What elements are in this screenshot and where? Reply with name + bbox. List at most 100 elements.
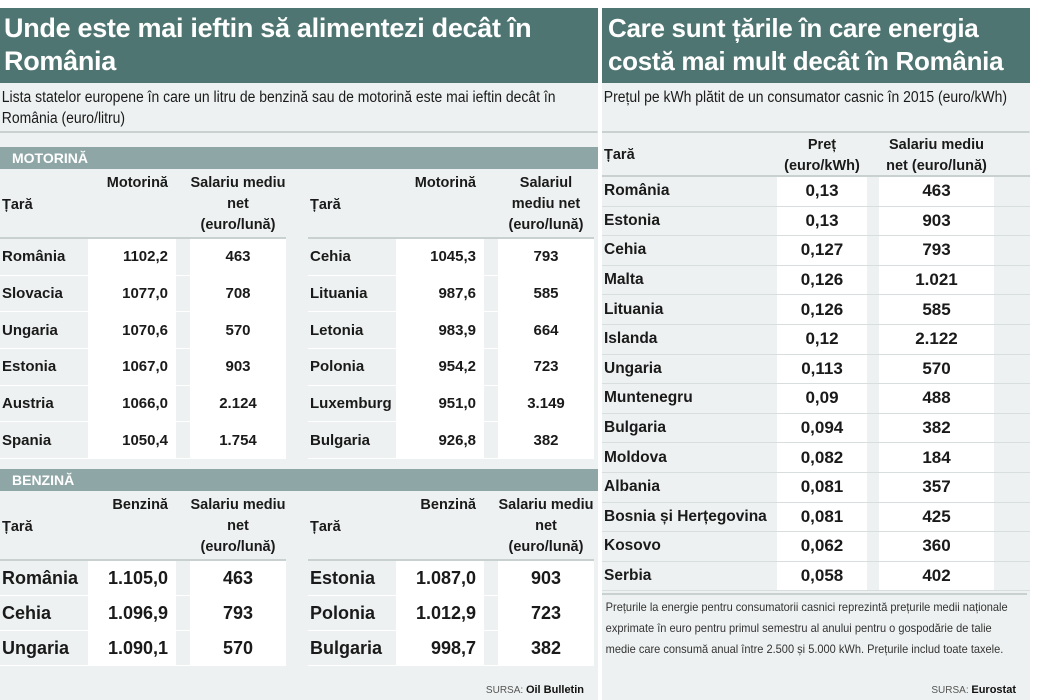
- energy-table: Țară Preț (euro/kWh) Salariu mediu net (eu…: [602, 133, 1030, 592]
- country-cell: Bulgaria: [604, 419, 667, 437]
- country-cell: Slovacia: [2, 285, 63, 303]
- price-cell: 0,058: [777, 561, 867, 591]
- country-cell: România: [604, 182, 670, 200]
- table-row: Ungaria 1.090,1 570: [0, 631, 286, 667]
- price-cell: 0,13: [777, 206, 867, 236]
- column-header: Țară: [604, 146, 635, 163]
- salary-cell: 184: [879, 443, 994, 472]
- salary-cell: 463: [879, 177, 994, 206]
- country-cell: Lituania: [604, 300, 664, 318]
- table-row: Spania 1050,4 1.754: [0, 422, 286, 460]
- country-cell: Cehia: [310, 248, 351, 266]
- salary-cell: 360: [879, 532, 994, 561]
- country-cell: Ungaria: [2, 637, 70, 658]
- data-table: Țară Benzină Salariu mediu net (euro/lună)…: [308, 491, 594, 667]
- price-cell: 1067,0: [88, 349, 176, 385]
- salary-cell: 723: [498, 349, 594, 385]
- price-cell: 1077,0: [88, 275, 176, 312]
- table-row: Bulgaria 0,094 382: [602, 413, 1030, 444]
- table-row: Ungaria 1070,6 570: [0, 312, 286, 350]
- table-row: Luxemburg 951,0 3.149: [308, 385, 594, 423]
- country-cell: Cehia: [604, 241, 647, 259]
- table-row: Bulgaria 926,8 382: [308, 422, 594, 460]
- price-cell: 998,7: [396, 631, 484, 666]
- price-cell: 1050,4: [88, 422, 176, 459]
- table-row: Lituania 0,126 585: [602, 295, 1030, 325]
- salary-cell: 2.122: [879, 324, 994, 354]
- source-label: SURSA:: [485, 685, 524, 696]
- country-cell: Estonia: [310, 567, 376, 588]
- country-cell: Ungaria: [604, 359, 662, 377]
- price-cell: 1.096,9: [88, 596, 176, 631]
- salary-cell: 425: [879, 502, 994, 532]
- energy-source: SURSA: Eurostat: [931, 684, 1016, 696]
- fuel-price-panel: Unde este mai ieftin să alimentezi decât…: [0, 8, 598, 700]
- salary-cell: 357: [879, 472, 994, 502]
- table-row: Estonia 1.087,0 903: [308, 561, 594, 597]
- price-cell: 0,094: [777, 413, 867, 443]
- table-row: Cehia 1045,3 793: [308, 239, 594, 276]
- country-cell: Malta: [604, 271, 644, 289]
- salary-cell: 382: [498, 631, 594, 666]
- table-row: Albania 0,081 357: [602, 472, 1030, 503]
- country-cell: Spania: [2, 431, 52, 449]
- salary-cell: 585: [879, 295, 994, 324]
- salary-cell: 2.124: [190, 385, 286, 422]
- price-cell: 0,09: [777, 384, 867, 413]
- table-header: Țară Motorină Salariul mediu net (euro/lun…: [308, 169, 594, 239]
- column-header: Salariu mediu net (euro/lună): [498, 497, 594, 556]
- energy-note: Prețurile la energie pentru consumatorii…: [602, 593, 1028, 662]
- country-cell: Serbia: [604, 567, 652, 585]
- table-header: Țară Benzină Salariu mediu net (euro/lună): [308, 491, 594, 562]
- country-cell: Bosnia și Herțegovina: [604, 507, 767, 525]
- country-cell: România: [2, 248, 66, 266]
- fuel-source: SURSA: Oil Bulletin: [486, 684, 584, 696]
- benzina-band: BENZINĂ: [0, 469, 598, 492]
- price-cell: 987,6: [396, 275, 484, 312]
- salary-cell: 3.149: [498, 385, 594, 422]
- salary-cell: 793: [190, 596, 286, 631]
- country-cell: Bulgaria: [310, 431, 371, 449]
- salary-cell: 664: [498, 312, 594, 349]
- country-cell: Islanda: [604, 330, 658, 348]
- price-cell: 1045,3: [396, 239, 484, 275]
- country-cell: Muntenegru: [604, 389, 693, 407]
- table-row: Serbia 0,058 402: [602, 561, 1030, 592]
- table-row: Bulgaria 998,7 382: [308, 631, 594, 667]
- price-cell: 0,126: [777, 295, 867, 324]
- column-header: Salariu mediu net (euro/lună): [886, 137, 987, 174]
- price-cell: 1.105,0: [88, 561, 176, 596]
- price-cell: 0,113: [777, 354, 867, 384]
- data-table: Țară Benzină Salariu mediu net (euro/lună)…: [0, 491, 286, 667]
- price-cell: 983,9: [396, 312, 484, 349]
- fuel-title: Unde este mai ieftin să alimentezi decât…: [0, 8, 598, 83]
- price-cell: 1.090,1: [88, 631, 176, 666]
- table-row: Letonia 983,9 664: [308, 312, 594, 350]
- table-header: Țară Benzină Salariu mediu net (euro/lună): [0, 491, 286, 562]
- data-table: Țară Motorină Salariul mediu net (euro/lun…: [308, 169, 594, 460]
- country-cell: Cehia: [2, 602, 52, 623]
- table-row: Polonia 954,2 723: [308, 349, 594, 386]
- column-header: Preț (euro/kWh): [784, 137, 860, 174]
- salary-cell: 723: [498, 596, 594, 631]
- country-cell: Luxemburg: [310, 395, 392, 413]
- salary-cell: 793: [879, 236, 994, 265]
- salary-cell: 903: [190, 349, 286, 385]
- table-row: Muntenegru 0,09 488: [602, 384, 1030, 414]
- table-row: Ungaria 0,113 570: [602, 354, 1030, 385]
- country-cell: Austria: [2, 395, 54, 413]
- price-cell: 1.012,9: [396, 596, 484, 631]
- table-row: Slovacia 1077,0 708: [0, 275, 286, 313]
- salary-cell: 708: [190, 275, 286, 312]
- energy-price-panel: Care sunt țările în care energia costă m…: [602, 8, 1030, 700]
- table-row: Austria 1066,0 2.124: [0, 385, 286, 423]
- source-label: SURSA:: [931, 685, 969, 696]
- motorina-tables: Țară Motorină Salariu mediu net (euro/lună…: [0, 169, 598, 460]
- energy-title: Care sunt țările în care energia costă m…: [602, 8, 1030, 83]
- price-cell: 1.087,0: [396, 561, 484, 596]
- table-row: Malta 0,126 1.021: [602, 265, 1030, 296]
- price-cell: 0,127: [777, 236, 867, 265]
- table-row: Polonia 1.012,9 723: [308, 596, 594, 632]
- table-row: Estonia 1067,0 903: [0, 349, 286, 386]
- salary-cell: 382: [498, 422, 594, 459]
